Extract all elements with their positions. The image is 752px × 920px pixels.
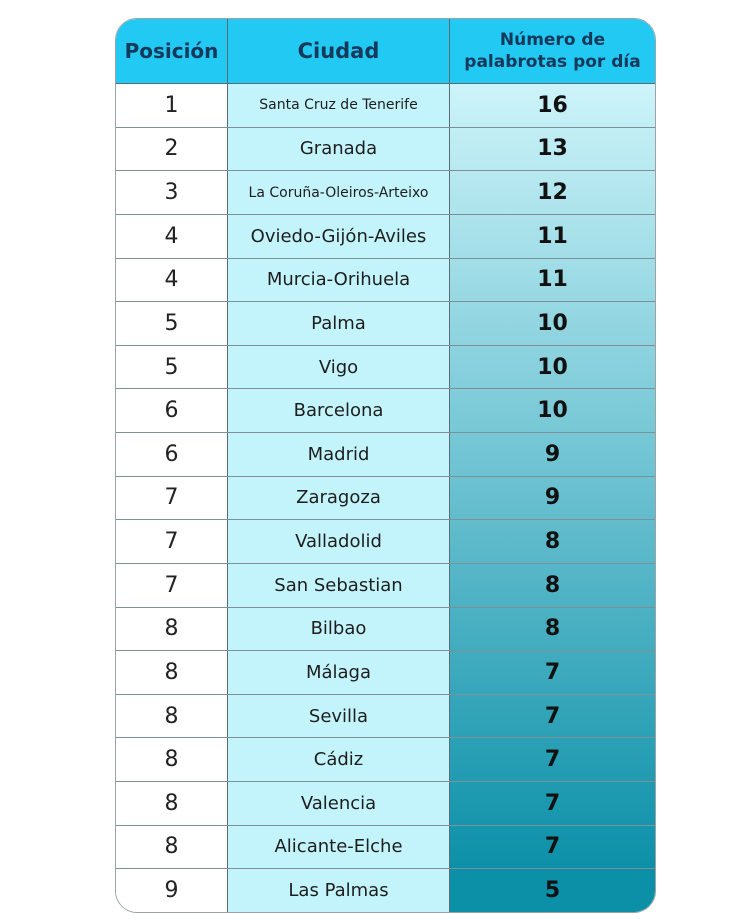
- table-row: 7 San Sebastian 8: [116, 563, 655, 608]
- table-row: 9 Las Palmas 5: [116, 869, 655, 912]
- cell-position: 6: [116, 389, 228, 432]
- cell-position: 6: [116, 433, 228, 476]
- cell-count: 9: [450, 433, 655, 476]
- table-row: 7 Zaragoza 9: [116, 476, 655, 521]
- cell-count: 8: [450, 563, 655, 607]
- cell-city: Oviedo-Gijón-Aviles: [228, 214, 450, 258]
- table-body: 1 Santa Cruz de Tenerife 16 2 Granada 13 3 La C…: [116, 84, 655, 912]
- cell-position: 5: [116, 345, 228, 389]
- table-row: 8 Alicante-Elche 7: [116, 825, 655, 870]
- cell-count: 9: [450, 476, 655, 520]
- cell-position: 8: [116, 694, 228, 738]
- table-header: Posición Ciudad Número de palabrotas por…: [116, 19, 655, 84]
- cell-city: Málaga: [228, 651, 450, 694]
- cell-position: 7: [116, 476, 228, 520]
- cell-city: Barcelona: [228, 389, 450, 432]
- table-row: 8 Cádiz 7: [116, 738, 655, 782]
- cell-count: 7: [450, 825, 655, 869]
- cell-city: Valencia: [228, 782, 450, 825]
- cell-position: 1: [116, 84, 228, 127]
- cell-position: 8: [116, 651, 228, 694]
- cell-count: 5: [450, 869, 655, 912]
- table-row: 3 La Coruña-Oleiros-Arteixo 12: [116, 171, 655, 215]
- cell-count: 11: [450, 258, 655, 302]
- cell-position: 5: [116, 302, 228, 345]
- cell-city: Murcia-Orihuela: [228, 258, 450, 302]
- cell-count: 13: [450, 127, 655, 171]
- cell-count: 12: [450, 171, 655, 214]
- cell-position: 7: [116, 563, 228, 607]
- table-row: 6 Barcelona 10: [116, 389, 655, 433]
- cell-position: 3: [116, 171, 228, 214]
- cell-count: 10: [450, 302, 655, 345]
- cell-position: 8: [116, 782, 228, 825]
- ranking-table: Posición Ciudad Número de palabrotas por…: [115, 18, 656, 913]
- table-row: 1 Santa Cruz de Tenerife 16: [116, 84, 655, 128]
- cell-city: Sevilla: [228, 694, 450, 738]
- cell-position: 4: [116, 258, 228, 302]
- table-row: 7 Valladolid 8: [116, 520, 655, 564]
- header-position: Posición: [116, 19, 228, 83]
- cell-position: 2: [116, 127, 228, 171]
- table-row: 4 Oviedo-Gijón-Aviles 11: [116, 214, 655, 259]
- cell-city: Santa Cruz de Tenerife: [228, 84, 450, 127]
- cell-position: 9: [116, 869, 228, 912]
- table-row: 2 Granada 13: [116, 127, 655, 172]
- cell-count: 11: [450, 214, 655, 258]
- cell-city: La Coruña-Oleiros-Arteixo: [228, 171, 450, 214]
- cell-position: 4: [116, 214, 228, 258]
- cell-city: Zaragoza: [228, 476, 450, 520]
- cell-city: Bilbao: [228, 607, 450, 651]
- cell-city: Cádiz: [228, 738, 450, 781]
- cell-position: 8: [116, 825, 228, 869]
- table-row: 8 Málaga 7: [116, 651, 655, 695]
- cell-position: 8: [116, 607, 228, 651]
- cell-city: Valladolid: [228, 520, 450, 563]
- cell-city: San Sebastian: [228, 563, 450, 607]
- cell-city: Madrid: [228, 433, 450, 476]
- table-row: 8 Bilbao 8: [116, 607, 655, 652]
- cell-city: Alicante-Elche: [228, 825, 450, 869]
- cell-count: 7: [450, 738, 655, 781]
- cell-count: 8: [450, 520, 655, 563]
- header-count: Número de palabrotas por día: [464, 30, 641, 72]
- cell-count: 7: [450, 694, 655, 738]
- cell-city: Palma: [228, 302, 450, 345]
- table-row: 6 Madrid 9: [116, 433, 655, 477]
- cell-city: Vigo: [228, 345, 450, 389]
- header-city: Ciudad: [228, 19, 450, 83]
- table-row: 5 Palma 10: [116, 302, 655, 346]
- cell-position: 8: [116, 738, 228, 781]
- table-row: 8 Valencia 7: [116, 782, 655, 826]
- table-row: 5 Vigo 10: [116, 345, 655, 390]
- cell-count: 10: [450, 389, 655, 432]
- table-row: 4 Murcia-Orihuela 11: [116, 258, 655, 303]
- cell-count: 10: [450, 345, 655, 389]
- table-row: 8 Sevilla 7: [116, 694, 655, 739]
- cell-position: 7: [116, 520, 228, 563]
- cell-count: 8: [450, 607, 655, 651]
- cell-count: 16: [450, 84, 655, 127]
- cell-city: Granada: [228, 127, 450, 171]
- cell-count: 7: [450, 651, 655, 694]
- cell-city: Las Palmas: [228, 869, 450, 912]
- cell-count: 7: [450, 782, 655, 825]
